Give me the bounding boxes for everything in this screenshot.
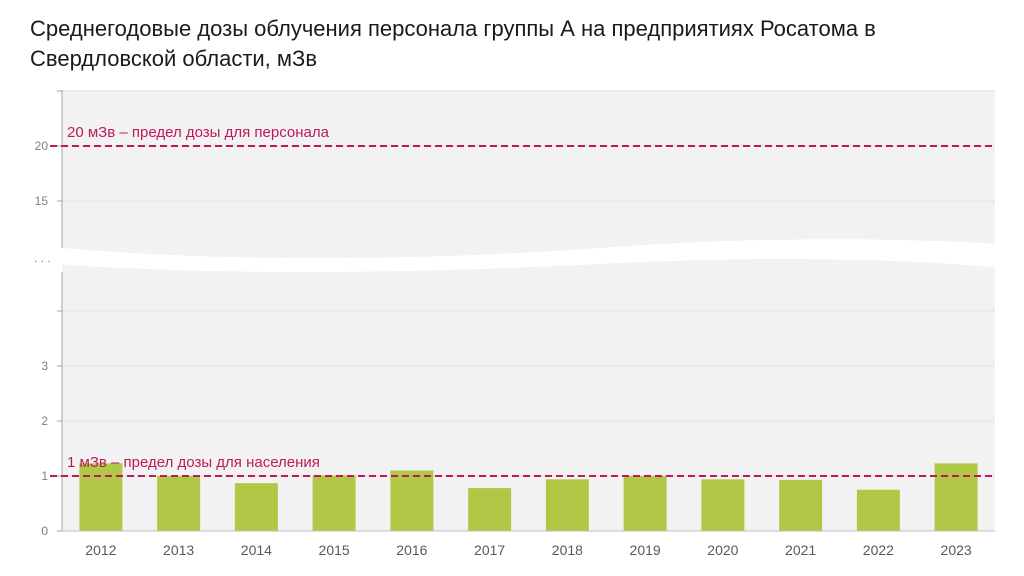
reference-line-label: 1 мЗв – предел дозы для населения: [67, 454, 320, 471]
bar-2013: [157, 476, 201, 531]
bar-2020: [701, 479, 745, 531]
x-tick-label: 2014: [241, 542, 272, 558]
bar-2018: [545, 479, 589, 531]
x-tick-label: 2012: [85, 542, 116, 558]
bar-2023: [934, 463, 978, 531]
bar-2019: [623, 476, 667, 531]
y-tick-label: 15: [35, 194, 49, 208]
bar-2017: [468, 488, 512, 531]
y-tick-label: 2: [41, 414, 48, 428]
reference-line-label: 20 мЗв – предел дозы для персонала: [67, 124, 330, 141]
bar-2014: [234, 483, 278, 531]
bar-2016: [390, 470, 434, 531]
y-tick-label: 20: [35, 139, 49, 153]
x-tick-label: 2021: [785, 542, 816, 558]
y-tick-label: 0: [41, 524, 48, 538]
x-tick-label: 2019: [630, 542, 661, 558]
x-tick-label: 2022: [863, 542, 894, 558]
x-tick-label: 2020: [707, 542, 738, 558]
chart-title: Среднегодовые дозы облучения персонала г…: [30, 16, 876, 71]
x-tick-label: 2017: [474, 542, 505, 558]
y-tick-label: 3: [41, 359, 48, 373]
x-tick-label: 2015: [319, 542, 350, 558]
x-tick-label: 2023: [941, 542, 972, 558]
bar-2015: [312, 475, 356, 531]
y-tick-label: 1: [41, 469, 48, 483]
bar-2021: [779, 479, 823, 531]
x-tick-label: 2018: [552, 542, 583, 558]
x-tick-label: 2016: [396, 542, 427, 558]
bar-2012: [79, 463, 123, 531]
axis-break-band: [30, 239, 1000, 272]
y-break-marker: . . .: [34, 251, 51, 265]
x-tick-label: 2013: [163, 542, 194, 558]
bar-2022: [856, 489, 900, 531]
